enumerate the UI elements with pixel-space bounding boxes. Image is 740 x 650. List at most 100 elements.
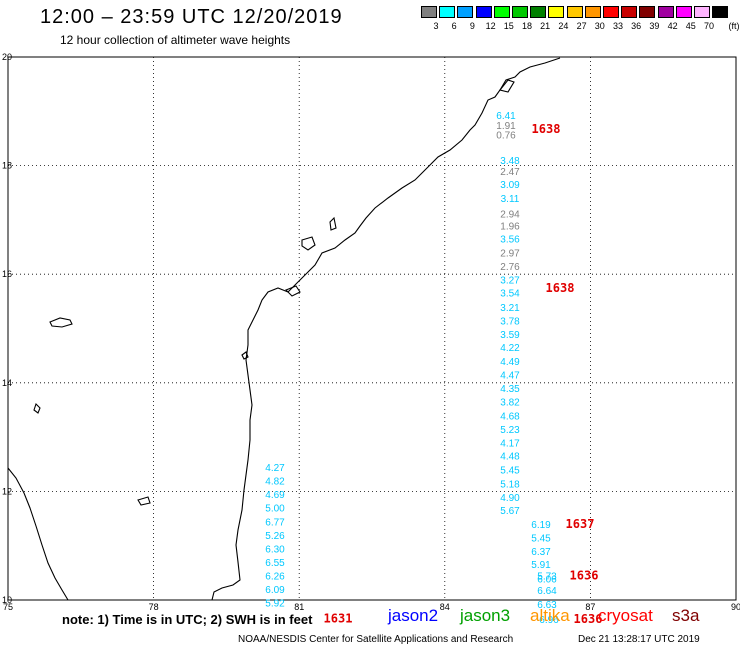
legend-swatch — [566, 6, 583, 18]
latitude-label: 10 — [2, 595, 12, 605]
legend-swatch — [493, 6, 510, 18]
map-title: 12:00 – 23:59 UTC 12/20/2019 — [40, 6, 343, 28]
legend-swatch-label: 3 — [433, 21, 439, 31]
wave-height-value: 2.97 — [500, 248, 520, 259]
island-6 — [499, 79, 515, 93]
generated-timestamp: Dec 21 13:28:17 UTC 2019 — [578, 634, 700, 645]
wave-height-value: 4.47 — [500, 371, 520, 382]
island-3 — [285, 285, 301, 297]
legend-swatch — [475, 6, 492, 18]
island-1 — [49, 317, 73, 328]
satellite-s3a: s3a — [672, 606, 700, 625]
wave-height-value: 4.49 — [500, 357, 520, 368]
wave-height-value: 6.41 — [496, 111, 516, 122]
legend-swatch — [530, 6, 547, 18]
legend-swatch-label: 70 — [703, 21, 714, 31]
wave-height-value: 3.27 — [500, 276, 520, 287]
legend-swatch-label: 36 — [631, 21, 642, 31]
longitude-label: 78 — [149, 602, 159, 612]
legend-swatch-label: 12 — [485, 21, 496, 31]
wave-height-value: 5.91 — [531, 560, 551, 571]
legend-swatch-label: 24 — [558, 21, 569, 31]
wave-height-value: 6.77 — [265, 517, 285, 528]
longitude-label: 75 — [3, 602, 13, 612]
legend-swatch-label: 15 — [503, 21, 514, 31]
legend-swatch-label: 45 — [685, 21, 696, 31]
wave-height-value: 4.22 — [500, 343, 520, 354]
wave-height-value: 1.91 — [496, 121, 516, 132]
wave-height-value: 4.48 — [500, 452, 520, 463]
legend-unit: (ft) — [728, 21, 740, 31]
wave-height-value: 6.26 — [265, 572, 285, 583]
longitude-label: 87 — [585, 602, 595, 612]
legend-swatch — [657, 6, 674, 18]
satellite-jason2: jason2 — [388, 606, 439, 625]
wave-height-value: 5.45 — [531, 534, 551, 545]
legend-swatch-label: 21 — [540, 21, 551, 31]
wave-height-value: 3.59 — [500, 330, 520, 341]
wave-height-tracks: 6.411.910.76 1638 3.482.47 3.09 3.11 2.941.96… — [265, 111, 602, 626]
wave-height-value: 3.82 — [500, 397, 520, 408]
wave-height-value: 6.37 — [531, 547, 551, 558]
wave-height-value: 4.68 — [500, 411, 520, 422]
island-5 — [329, 216, 337, 231]
units-note: note: 1) Time is in UTC; 2) SWH is in fe… — [62, 612, 313, 627]
latitude-label: 14 — [2, 378, 12, 388]
wave-height-value: 3.48 — [500, 156, 520, 167]
latitude-label: 16 — [2, 269, 12, 279]
pass-time-label: 1631 — [324, 611, 353, 625]
wave-height-value: 3.54 — [500, 289, 520, 300]
wave-height-value: 6.55 — [265, 558, 285, 569]
longitude-label: 90 — [731, 602, 740, 612]
wave-height-value: 6.96 — [539, 615, 559, 626]
wave-height-value: 4.17 — [500, 439, 520, 450]
coastline-sri-lanka — [33, 402, 41, 414]
wave-height-value: 5.26 — [265, 531, 285, 542]
wave-height-value: 5.67 — [500, 506, 520, 517]
wave-height-value: 2.47 — [500, 167, 520, 178]
wave-height-value: 0.76 — [496, 131, 516, 142]
latitude-label: 20 — [2, 52, 12, 62]
legend-swatch-label: 42 — [667, 21, 678, 31]
satellite-cryosat: cryosat — [598, 606, 653, 625]
wave-height-value: 5.73 — [537, 572, 557, 583]
map-subtitle: 12 hour collection of altimeter wave hei… — [60, 33, 291, 47]
wave-height-value: 3.56 — [500, 234, 520, 245]
longitude-label: 84 — [440, 602, 450, 612]
wave-height-value: 6.30 — [265, 544, 285, 555]
pass-time-label: 1638 — [532, 122, 561, 136]
wave-height-value: 3.21 — [500, 303, 520, 314]
legend-swatch — [639, 6, 656, 18]
island-2 — [301, 236, 316, 251]
latitude-label: 18 — [2, 161, 12, 171]
legend-swatch — [457, 6, 474, 18]
wave-height-value: 6.64 — [537, 586, 557, 597]
pass-time-label: 1637 — [566, 517, 595, 531]
legend-swatch — [512, 6, 528, 18]
wave-height-value: 6.06 — [537, 574, 557, 585]
credit-line: NOAA/NESDIS Center for Satellite Applica… — [238, 634, 514, 645]
wave-height-value: 2.94 — [500, 209, 520, 220]
legend-swatch-label: 6 — [451, 21, 457, 31]
pass-time-label: 1638 — [546, 281, 575, 295]
wave-height-value: 1.96 — [500, 221, 520, 232]
wave-height-value: 5.18 — [500, 479, 520, 490]
wave-height-value: 4.90 — [500, 493, 520, 504]
pass-time-label: 1636 — [574, 612, 603, 626]
legend-swatch — [675, 6, 692, 18]
wave-height-value: 5.23 — [500, 425, 520, 436]
island-4 — [137, 496, 151, 506]
wave-height-value: 4.27 — [265, 463, 285, 474]
longitude-label: 81 — [294, 602, 304, 612]
coastline-west-india — [7, 467, 69, 601]
latitude-label: 12 — [2, 486, 12, 496]
island-7 — [241, 351, 249, 360]
wave-height-value: 4.69 — [265, 490, 285, 501]
wave-height-value: 3.09 — [500, 180, 520, 191]
legend-swatch — [439, 6, 456, 18]
wave-height-value: 4.82 — [265, 477, 285, 488]
coastline — [7, 57, 561, 601]
legend-swatch — [712, 6, 729, 18]
